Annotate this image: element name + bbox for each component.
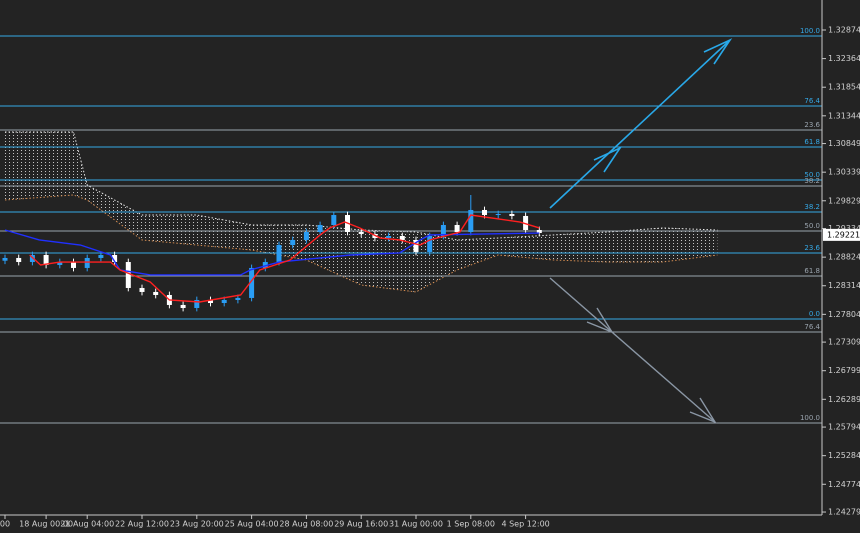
arrow-up [549, 38, 733, 209]
x-tick-label: 00 [0, 520, 10, 529]
fib-label: 100.0 [800, 27, 820, 35]
candle-body [71, 262, 76, 268]
axes: 1.32874 1.32364 1.31854 1.31344 1.30849 1.303… [0, 26, 860, 529]
x-tick-label: 4 Sep 12:00 [501, 520, 549, 529]
last-price-label: 1.29221 [827, 230, 860, 239]
candle-body [249, 267, 255, 298]
y-tick-label: 1.24774 [828, 480, 860, 489]
fib-label: 61.8 [804, 267, 820, 275]
cloud-span-b [4, 194, 718, 293]
arrow-head [586, 307, 614, 334]
candle-body [2, 257, 8, 261]
fib-label: 50.0 [804, 171, 820, 179]
candle-body [427, 235, 433, 252]
x-tick-label: 18 Aug 00:00 [19, 520, 73, 529]
fib-label: 23.6 [804, 121, 820, 129]
arrow-head [703, 38, 733, 65]
x-tick-label: 28 Aug 08:00 [279, 520, 333, 529]
candle-body [262, 262, 268, 268]
y-tick-label: 1.30339 [828, 168, 860, 177]
fib-label: 23.6 [804, 244, 820, 252]
x-tick-label: 23 Aug 20:00 [170, 520, 224, 529]
candle-body [399, 235, 405, 240]
y-tick-label: 1.26799 [828, 366, 860, 375]
x-tick-label: 22 Aug 12:00 [115, 520, 169, 529]
x-tick-label: 29 Aug 16:00 [334, 520, 388, 529]
candle-body [194, 299, 200, 309]
fib-label: 76.4 [804, 97, 820, 105]
x-tick-label: 25 Aug 04:00 [225, 520, 279, 529]
candle-body [98, 255, 104, 258]
fib-label: 76.4 [804, 323, 820, 331]
candle-body [413, 239, 419, 252]
fib-label: 100.0 [800, 414, 820, 422]
y-tick-label: 1.31344 [828, 111, 860, 120]
plot-area: 100.076.461.850.038.223.60.023.638.250.0… [0, 27, 822, 424]
y-tick-label: 1.28314 [828, 281, 860, 290]
y-tick-label: 1.27804 [828, 310, 860, 319]
candle-body [536, 229, 542, 234]
candle-body [290, 239, 296, 246]
candle-body [303, 232, 309, 240]
candle-body [29, 255, 35, 263]
candle-body [468, 209, 474, 233]
fib-label: 61.8 [804, 138, 820, 146]
candle-body [16, 257, 22, 263]
trend-arrow [549, 39, 731, 209]
tenkan-line [29, 214, 540, 303]
fib-label: 0.0 [809, 310, 820, 318]
candle-body [482, 209, 487, 216]
candle-body [180, 304, 186, 309]
candle-body [235, 297, 241, 300]
candle-body [139, 287, 145, 292]
y-tick-label: 1.25794 [828, 423, 860, 432]
candle-body [153, 291, 159, 295]
candle-body [208, 299, 213, 304]
y-tick-label: 1.29829 [828, 196, 860, 205]
y-tick-label: 1.26289 [828, 395, 860, 404]
y-tick-label: 1.24279 [828, 508, 860, 517]
candle-body [125, 262, 131, 288]
fib-label: 38.2 [804, 177, 820, 185]
y-tick-label: 1.25284 [828, 451, 860, 460]
arrow-down [549, 277, 717, 424]
candle-body [112, 255, 118, 263]
kijun-line [4, 229, 540, 276]
last-price-box [823, 228, 860, 241]
y-tick-label: 1.30849 [828, 139, 860, 148]
arrow-head [689, 397, 717, 424]
x-tick-label: 1 Sep 08:00 [447, 520, 495, 529]
candle-body [276, 245, 282, 263]
candle-body [386, 235, 392, 239]
candle-body [509, 214, 515, 216]
candle-body [440, 225, 446, 236]
y-tick-label: 1.32364 [828, 54, 860, 63]
trend-arrow [549, 277, 716, 423]
arrow-head [593, 146, 623, 173]
cloud-fill [5, 132, 718, 292]
candle-body [84, 257, 90, 268]
x-tick-label: 31 Aug 00:00 [389, 520, 443, 529]
y-tick-label: 1.32874 [828, 26, 860, 35]
candle-body [57, 262, 63, 265]
candle-body [495, 214, 501, 216]
candle-body [43, 255, 49, 265]
y-tick-label: 1.27309 [828, 338, 860, 347]
candle-body [331, 215, 337, 226]
candle-body [358, 232, 364, 234]
candle-body [454, 225, 460, 233]
candle-body [317, 225, 323, 233]
candle-body [221, 299, 227, 304]
x-tick-label: 21 Aug 04:00 [60, 520, 114, 529]
y-tick-label: 1.28824 [828, 253, 860, 262]
y-tick-label: 1.31854 [828, 83, 860, 92]
candle-body [523, 215, 529, 230]
fib-label: 50.0 [804, 222, 820, 230]
fib-label: 38.2 [804, 203, 820, 211]
y-tick-label: 1.29334 [828, 224, 860, 233]
